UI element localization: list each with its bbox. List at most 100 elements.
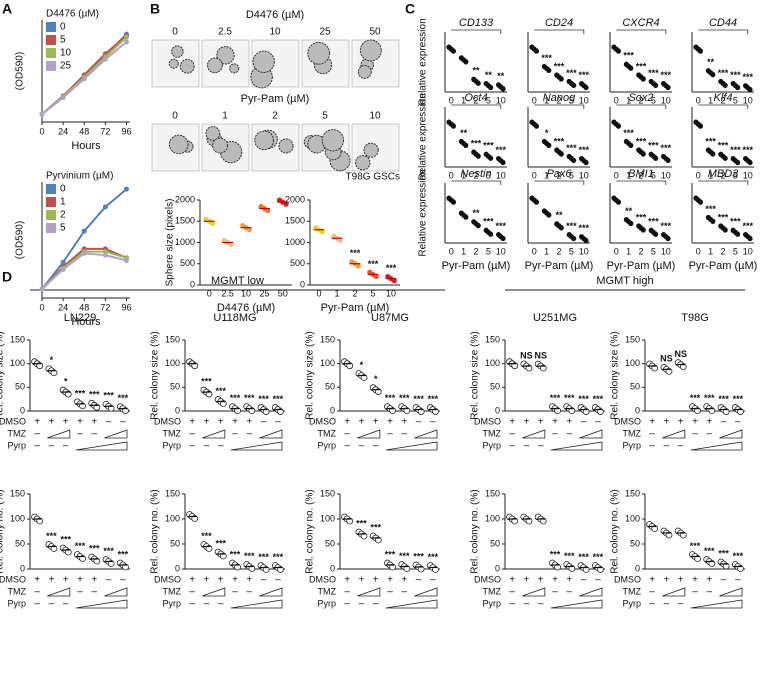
significance-bracket [698,180,749,185]
x-tick-label: 10 [496,246,506,256]
x-tick-label: 2 [556,95,561,105]
significance: *** [564,551,575,561]
treatment-mark: + [664,417,670,428]
treatment-mark: – [581,575,587,586]
x-tick-label: 72 [100,126,110,136]
panel-label: D [2,269,12,285]
y-tick-label: 0 [20,405,25,415]
significance: *** [554,136,565,146]
x-axis-label: Pyr-Pam (µM) [525,260,594,272]
series-marker [81,228,87,234]
treatment-mark: – [678,599,684,610]
x-tick-label: 2 [638,95,643,105]
significance: *** [730,145,741,155]
treatment-mark: – [567,429,573,440]
legend-swatch [46,197,56,207]
treatment-mark: + [649,417,655,428]
treatment-mark: – [402,429,408,440]
treatment-mark: – [247,587,253,598]
treatment-label: Pyrp [7,598,26,608]
significance: *** [89,390,100,400]
y-tick-label: 100 [165,513,180,523]
x-tick-label: 5 [569,95,574,105]
treatment-mark: – [430,575,436,586]
x-tick-label: 5 [370,288,375,298]
significance: *** [356,518,367,528]
significance: ** [472,66,480,76]
significance: *** [564,393,575,403]
legend-swatch [46,22,56,32]
y-axis-label: Rel. colony size (%) [610,331,621,419]
image-label: 5 [322,111,328,122]
y-tick-label: 1500 [285,216,305,226]
image-row-title: D4476 (µM) [246,9,304,21]
sphere-blob [357,64,372,79]
y-axis-label: Rel. colony no. (%) [305,489,316,573]
significance: *** [273,552,284,562]
treatment-mark: + [401,575,407,586]
legend-label: 1 [60,197,66,208]
chart-title: U118MG [213,312,256,324]
treatment-mark: – [595,417,601,428]
image-label: 25 [319,27,331,38]
significance: *** [496,221,507,231]
significance: *** [550,549,561,559]
significance: *** [541,53,552,63]
significance: *** [566,221,577,231]
treatment-label: DMSO [474,574,501,584]
dose-wedge [47,429,71,439]
treatment-mark: – [189,599,195,610]
y-tick-label: 2000 [285,194,305,204]
image-label: 2.5 [218,27,232,38]
treatment-mark: + [34,417,40,428]
chart-title: CD24 [545,17,573,29]
treatment-mark: – [34,587,40,598]
treatment-label: Pyrp [482,598,501,608]
treatment-mark: – [373,599,379,610]
dose-wedge [75,441,128,451]
x-tick-label: 0 [696,170,701,180]
significance: ** [555,210,563,220]
x-axis-label: Hours [71,140,101,152]
significance: * [50,355,54,365]
significance: *** [636,61,647,71]
treatment-mark: + [359,417,365,428]
significance: ** [625,206,633,216]
significance: *** [718,141,729,151]
dose-wedge [47,587,71,597]
significance: *** [566,68,577,78]
treatment-mark: – [567,587,573,598]
y-tick-label: 50 [630,538,640,548]
treatment-mark: – [678,441,684,452]
x-tick-label: 2 [638,170,643,180]
y-tick-label: 100 [485,513,500,523]
dose-wedge [690,441,743,451]
y-tick-label: 150 [320,488,335,498]
treatment-mark: + [344,417,350,428]
treatment-label: TMZ [163,586,182,596]
series-marker [123,39,129,45]
panel-label: A [2,1,12,17]
dose-wedge [357,587,381,597]
x-tick-label: 1 [708,95,713,105]
treatment-mark: – [189,441,195,452]
treatment-mark: – [509,441,515,452]
treatment-label: TMZ [623,586,642,596]
sphere-blob [179,58,195,74]
y-axis-label: Rel. colony size (%) [470,331,481,419]
dose-wedge [579,429,603,439]
panel-label: C [405,1,415,17]
chart-title: U251MG [533,312,577,324]
dose-wedge [719,587,743,597]
treatment-mark: + [218,575,224,586]
significance: NS [534,350,547,360]
x-tick-label: 1 [461,246,466,256]
treatment-mark: – [552,429,558,440]
treatment-mark: + [387,575,393,586]
y-tick-label: 50 [15,382,25,392]
chart-title: Nestin [460,168,491,180]
x-tick-label: 2 [473,95,478,105]
y-tick-label: 150 [625,488,640,498]
treatment-mark: – [387,429,393,440]
